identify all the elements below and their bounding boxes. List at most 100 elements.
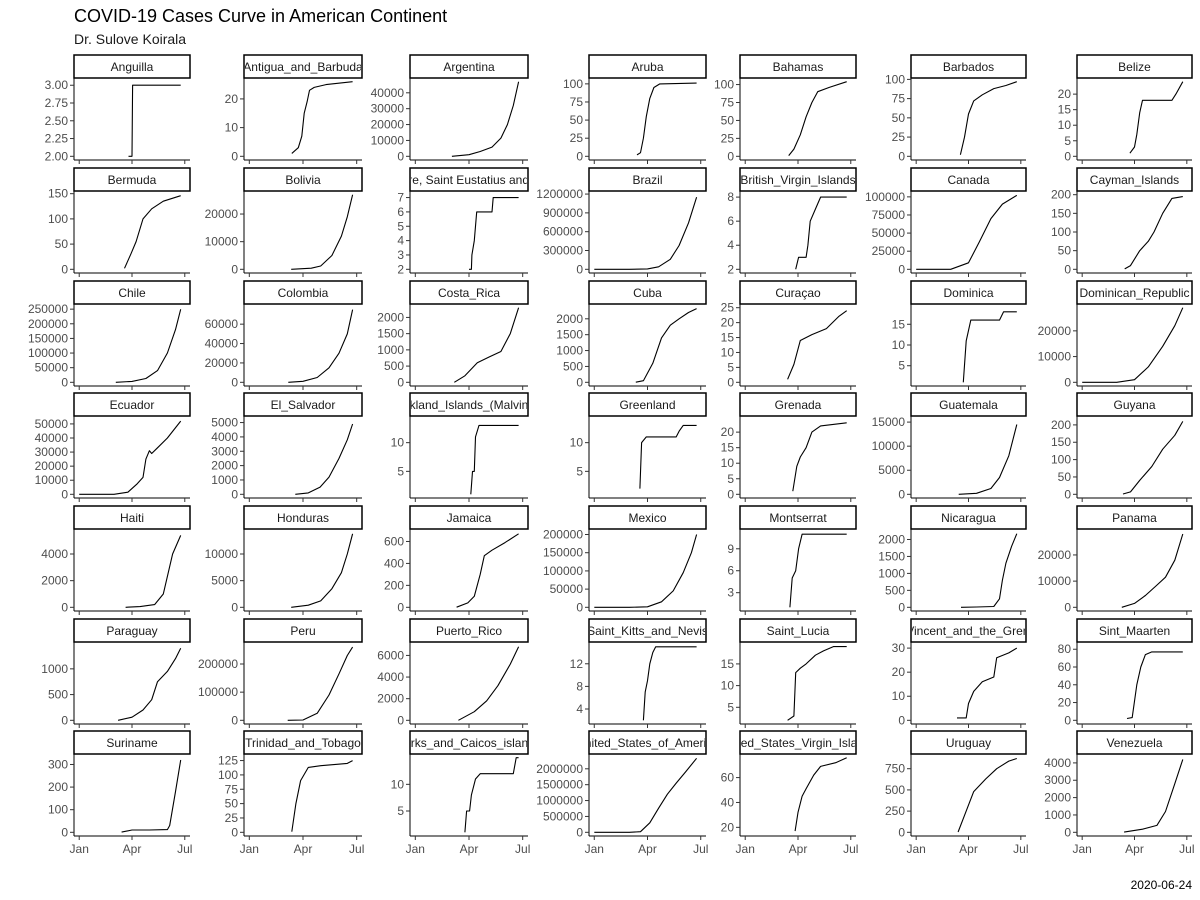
y-tick-label: 15000 bbox=[872, 415, 906, 429]
facet-strip bbox=[1076, 392, 1193, 417]
facet-strip bbox=[910, 505, 1027, 530]
x-tick-label: Jan bbox=[585, 842, 604, 856]
facet-strip bbox=[243, 392, 363, 417]
facet-strip bbox=[73, 505, 191, 530]
y-tick-label: 0 bbox=[231, 149, 238, 163]
y-tick-label: 10000 bbox=[1038, 574, 1072, 588]
facet-strip bbox=[739, 167, 857, 192]
y-tick-label: 250000 bbox=[28, 302, 68, 316]
y-tick-label: 200 bbox=[384, 578, 404, 592]
facet-label: Montserrat bbox=[769, 511, 827, 525]
y-tick-label: 200000 bbox=[543, 528, 583, 542]
y-tick-label: 1500 bbox=[878, 549, 905, 563]
y-tick-label: 10 bbox=[391, 777, 405, 791]
y-tick-label: 4000 bbox=[377, 670, 404, 684]
x-tick-label: Apr bbox=[959, 842, 978, 856]
y-tick-label: 2.25 bbox=[45, 132, 69, 146]
facet-strip bbox=[910, 618, 1027, 643]
facet-strip bbox=[409, 167, 529, 192]
y-tick-label: 12 bbox=[570, 657, 584, 671]
y-tick-label: 0 bbox=[1064, 149, 1071, 163]
facet-strip bbox=[409, 730, 529, 755]
y-tick-label: 1000 bbox=[556, 344, 583, 358]
facet-label: Falkland_Islands_(Malvinas) bbox=[393, 398, 545, 412]
series-line bbox=[594, 757, 698, 833]
y-tick-label: 100 bbox=[1051, 453, 1071, 467]
facet-strip bbox=[588, 730, 707, 755]
facet-panel: Anguilla 2.00 2.25 2.50 2.75 3.00 bbox=[45, 54, 191, 164]
facet-panel: Colombia 0 20000 40000 60000 bbox=[205, 280, 363, 390]
y-tick-label: 150 bbox=[48, 187, 68, 201]
x-tick-label: Apr bbox=[294, 842, 313, 856]
y-tick-label: 1000000 bbox=[536, 794, 583, 808]
facet-strip bbox=[243, 730, 363, 755]
series-line bbox=[787, 646, 847, 721]
facet-strip bbox=[409, 618, 529, 643]
y-tick-label: 4 bbox=[576, 702, 583, 716]
facet-label: Mexico bbox=[628, 511, 666, 525]
y-tick-label: 4 bbox=[727, 238, 734, 252]
facet-label: United_States_of_America bbox=[576, 736, 719, 750]
y-tick-label: 100 bbox=[48, 212, 68, 226]
x-tick-label: Jul bbox=[843, 842, 858, 856]
y-tick-label: 5 bbox=[397, 804, 404, 818]
y-tick-label: 60 bbox=[721, 771, 735, 785]
x-tick-label: Apr bbox=[123, 842, 142, 856]
series-line bbox=[458, 646, 520, 721]
y-tick-label: 50 bbox=[1058, 244, 1072, 258]
facet-label: Guyana bbox=[1113, 398, 1155, 412]
y-tick-label: 3000 bbox=[211, 444, 238, 458]
y-tick-label: 50 bbox=[1058, 470, 1072, 484]
y-tick-label: 50000 bbox=[872, 226, 906, 240]
facet-panel: Barbados 0 25 50 75 100 bbox=[885, 54, 1027, 164]
y-tick-label: 40000 bbox=[371, 86, 405, 100]
facet-label: Grenada bbox=[775, 398, 822, 412]
series-line bbox=[291, 760, 353, 832]
y-tick-label: 0 bbox=[397, 149, 404, 163]
x-tick-label: Jul bbox=[515, 842, 530, 856]
y-tick-label: 1500 bbox=[377, 327, 404, 341]
y-tick-label: 1000 bbox=[211, 473, 238, 487]
y-tick-label: 100000 bbox=[865, 190, 905, 204]
y-tick-label: 0 bbox=[576, 149, 583, 163]
facet-label: Argentina bbox=[443, 60, 495, 74]
series-line bbox=[456, 533, 519, 608]
y-tick-label: 0 bbox=[61, 487, 68, 501]
facet-strip bbox=[73, 54, 191, 79]
facet-label: Nicaragua bbox=[941, 511, 996, 525]
series-line bbox=[291, 533, 354, 608]
y-tick-label: 500 bbox=[48, 688, 68, 702]
y-tick-label: 100 bbox=[48, 803, 68, 817]
facet-strip bbox=[1076, 505, 1193, 530]
facet-strip bbox=[73, 392, 191, 417]
y-tick-label: 25 bbox=[570, 131, 584, 145]
y-tick-label: 150 bbox=[1051, 435, 1071, 449]
y-tick-label: 6 bbox=[727, 564, 734, 578]
facet-panel: Montserrat 3 6 9 bbox=[727, 505, 857, 615]
facet-panel: Falkland_Islands_(Malvinas) 5 10 bbox=[391, 392, 545, 502]
facet-strip bbox=[588, 505, 707, 530]
facet-panel: Saint_Kitts_and_Nevis 4 8 12 bbox=[570, 618, 707, 728]
series-line bbox=[635, 308, 697, 383]
facet-strip bbox=[243, 280, 363, 305]
facet-label: Barbados bbox=[943, 60, 994, 74]
y-tick-label: 10 bbox=[721, 345, 735, 359]
series-line bbox=[642, 646, 697, 721]
facet-label: Bermuda bbox=[108, 173, 157, 187]
y-tick-label: 0 bbox=[898, 600, 905, 614]
series-line bbox=[788, 81, 847, 156]
y-tick-label: 0 bbox=[1064, 825, 1071, 839]
facet-strip bbox=[910, 392, 1027, 417]
facet-panel: Peru 0 100000 200000 bbox=[198, 618, 363, 728]
y-tick-label: 10000 bbox=[205, 235, 239, 249]
facet-label: Uruguay bbox=[946, 736, 991, 750]
facet-label: Haiti bbox=[120, 511, 144, 525]
series-line bbox=[794, 757, 847, 832]
series-line bbox=[470, 424, 519, 495]
y-tick-label: 0 bbox=[231, 600, 238, 614]
facet-strip bbox=[1076, 54, 1193, 79]
facet-panel: Bahamas 0 25 50 75 100 bbox=[714, 54, 857, 164]
